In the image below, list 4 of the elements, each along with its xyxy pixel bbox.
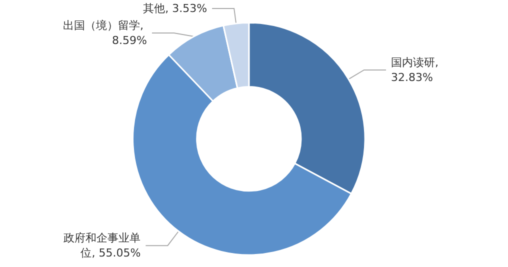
slice-label: 国内读研, 32.83% bbox=[391, 56, 442, 84]
slice-label: 政府和企事业单位, 55.05% bbox=[64, 232, 141, 260]
slice-label: 其他, 3.53% bbox=[143, 2, 208, 15]
slice-label: 出国（境）留学, 8.59% bbox=[62, 19, 147, 47]
